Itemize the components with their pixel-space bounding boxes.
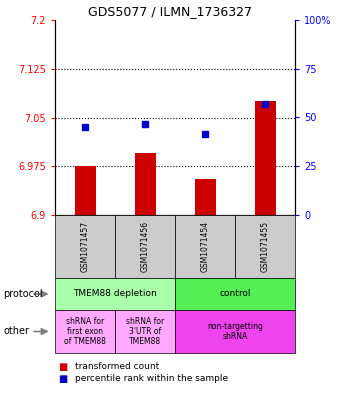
Text: GSM1071455: GSM1071455 <box>260 221 270 272</box>
Text: transformed count: transformed count <box>75 362 160 371</box>
Bar <box>255 101 275 215</box>
Text: shRNA for
3'UTR of
TMEM88: shRNA for 3'UTR of TMEM88 <box>126 317 164 346</box>
Text: GSM1071456: GSM1071456 <box>140 221 150 272</box>
Text: ■: ■ <box>58 362 68 372</box>
Text: non-targetting
shRNA: non-targetting shRNA <box>207 322 263 341</box>
Text: percentile rank within the sample: percentile rank within the sample <box>75 374 228 383</box>
Text: GSM1071454: GSM1071454 <box>201 221 209 272</box>
Text: TMEM88 depletion: TMEM88 depletion <box>73 290 157 299</box>
Text: other: other <box>3 327 29 336</box>
Bar <box>194 179 216 215</box>
Text: GDS5077 / ILMN_1736327: GDS5077 / ILMN_1736327 <box>88 5 252 18</box>
Text: GSM1071457: GSM1071457 <box>81 221 89 272</box>
Text: ■: ■ <box>58 374 68 384</box>
Text: shRNA for
first exon
of TMEM88: shRNA for first exon of TMEM88 <box>64 317 106 346</box>
Text: protocol: protocol <box>3 289 43 299</box>
Text: control: control <box>219 290 251 299</box>
Bar <box>135 153 155 215</box>
Bar <box>74 166 96 215</box>
